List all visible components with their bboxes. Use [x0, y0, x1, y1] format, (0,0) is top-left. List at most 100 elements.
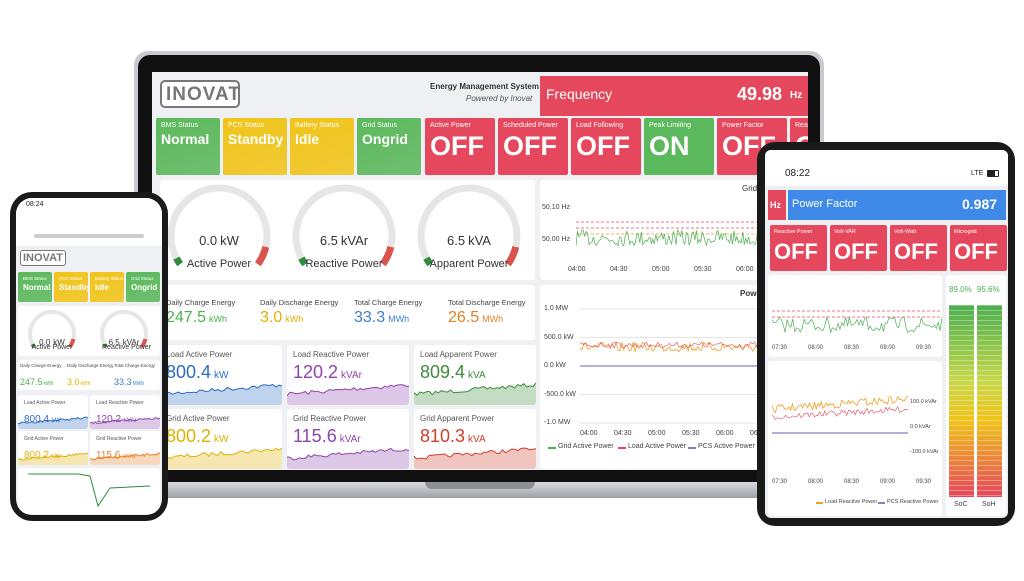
energy-unit: kWh: [80, 381, 91, 387]
level-bar: [977, 305, 1002, 497]
spark-line: [414, 447, 536, 460]
energy-label: Daily Charge Energy: [20, 363, 62, 368]
gauge-arc: [504, 245, 520, 267]
logo: INOVAT: [20, 250, 66, 266]
phone-plot: [28, 473, 151, 508]
status-tile: BMS Status Normal: [156, 118, 220, 175]
x-tick-label: 08:00: [808, 345, 824, 351]
sparkline: [90, 416, 160, 429]
tablet-statusbar: [765, 150, 1008, 186]
metric-value: 800.2 kW: [24, 445, 61, 463]
tile-label: Grid Status: [131, 276, 154, 281]
status-tile: PCS Status Standby: [223, 118, 287, 175]
x-tick-label: 04:00: [580, 430, 598, 437]
gauge-label: Active Power: [31, 343, 73, 351]
status-tile: Peak Limiting ON: [644, 118, 714, 175]
tile-value: OFF: [576, 131, 630, 161]
gauge-number: 6.5: [108, 337, 120, 347]
powered-by: Powered by Inovat: [466, 94, 533, 103]
tile-label: PCS Status: [228, 122, 265, 129]
metric-unit: kVAr: [341, 370, 362, 381]
legend-label: PCS Active Power: [698, 443, 755, 450]
metric-unit: kW: [214, 370, 229, 381]
metric-label: Load Active Power: [166, 350, 233, 359]
metric-tile: Grid Reactive Power 115.6 kVAr: [90, 431, 160, 465]
tile-label: Power Factor: [722, 122, 764, 129]
spark-line: [90, 416, 160, 425]
gauge-arc: [423, 256, 434, 267]
energy-unit: kWh: [209, 314, 228, 324]
metric-number: 120.2: [293, 362, 339, 382]
metric-number: 800.4: [24, 414, 50, 425]
spark-line: [18, 451, 88, 461]
spark-area: [160, 448, 282, 469]
x-tick-label: 05:30: [694, 266, 712, 273]
gauge-value: 6.5 kVAr: [102, 332, 146, 350]
gauge: [417, 184, 521, 267]
y-tick-label: -500.0 kW: [544, 390, 576, 398]
spark-area: [160, 384, 282, 405]
spark-area: [90, 417, 160, 429]
x-tick-label: 08:30: [844, 345, 860, 351]
pf-value: 0.987: [962, 196, 998, 212]
mode-tile: Reactive Power OFF: [770, 225, 827, 271]
spark-line: [287, 384, 409, 397]
metric-number: 120.2: [96, 414, 122, 425]
gauge-arc: [102, 343, 108, 349]
spark-area: [287, 384, 409, 405]
phone-chart: [18, 468, 160, 514]
metric-value: 120.2 kVAr: [293, 362, 362, 383]
status-tile: BMS Status Normal: [18, 272, 52, 302]
gauge-unit: kW: [220, 233, 239, 249]
metric-label: Load Reactive Power: [96, 400, 144, 406]
x-tick-label: 09:30: [916, 479, 932, 485]
y-tick-label: 0.0 kW: [544, 362, 566, 369]
gauge-label: Apparent Power: [429, 257, 509, 270]
energy-value: 247.5kWh: [20, 372, 54, 389]
gauge-number: 0.0: [39, 337, 51, 347]
legend-label: PCS Reactive Power: [887, 499, 939, 505]
x-tick-label: 08:30: [844, 479, 860, 485]
gauge-arc: [254, 245, 270, 267]
metric-unit: kVAr: [123, 454, 136, 460]
x-tick-label: 07:30: [772, 479, 788, 485]
system-title: Energy Management System: [430, 82, 539, 91]
gauge-arc: [140, 338, 148, 349]
plot: [772, 310, 942, 334]
tile-value: ON: [649, 131, 690, 161]
frequency-value: 49.98: [737, 84, 783, 104]
metric-value: 809.4 kVA: [420, 362, 486, 383]
metric-number: 800.4: [166, 362, 212, 382]
spark-line: [90, 452, 160, 460]
energy-unit: kWh: [43, 381, 54, 387]
x-tick-label: 05:30: [682, 430, 700, 437]
metric-label: Grid Active Power: [24, 436, 64, 442]
sparkline: [160, 447, 282, 469]
metric-tile: Load Reactive Power 120.2 kVAr: [90, 395, 160, 429]
frequency-unit: Hz: [790, 90, 803, 101]
tile-label: BMS Status: [23, 276, 47, 281]
level-bar: [949, 305, 974, 497]
tile-label: BMS Status: [161, 122, 198, 129]
spark-line: [287, 447, 409, 461]
metric-unit: kVAr: [339, 434, 361, 445]
tile-value: OFF: [774, 239, 818, 264]
tile-label: Scheduled Power: [503, 122, 558, 129]
spark-line: [160, 447, 282, 461]
metric-label: Load Reactive Power: [293, 350, 370, 359]
phone-screen: 08:24 INOVAT BMS Status Normal PCS Status Sta…: [16, 198, 162, 515]
gauge-unit: kVAr: [340, 233, 369, 249]
x-tick-label: 06:00: [716, 430, 734, 437]
gauge-label: Active Power: [186, 257, 252, 270]
gauge-unit: kVAr: [122, 337, 140, 347]
tile-label: Reactive Power: [774, 229, 813, 235]
gauge-arc: [30, 343, 36, 349]
metric-number: 809.4: [420, 362, 466, 382]
tile-label: Battery Status: [295, 122, 339, 129]
frequency-label: Frequency: [546, 86, 613, 102]
metric-label: Grid Reactive Power: [293, 414, 367, 423]
x-tick-label: 09:30: [916, 345, 932, 351]
